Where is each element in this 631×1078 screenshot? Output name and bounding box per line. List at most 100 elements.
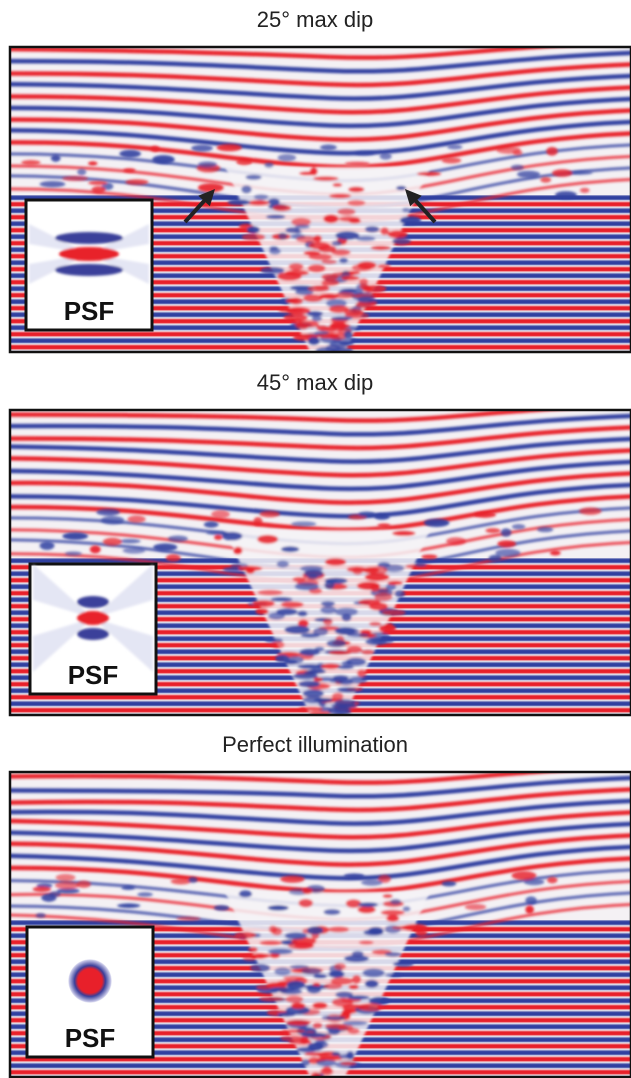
speckle [365,638,387,645]
speckle [269,246,278,250]
speckle [325,345,340,352]
speckle [332,998,354,1007]
speckle [337,687,357,692]
speckle [385,973,402,977]
speckle [299,706,323,710]
speckle [228,199,251,205]
speckle [547,877,557,884]
speckle [390,899,401,905]
speckle [332,241,343,247]
speckle [580,188,590,193]
speckle [328,926,349,932]
speckle [88,181,107,185]
speckle [335,292,355,299]
speckle [362,968,384,977]
speckle [239,890,252,897]
speckle [334,963,346,970]
speckle [370,583,380,592]
speckle [377,264,391,268]
speckle [303,250,320,255]
speckle [377,523,390,527]
speckle [288,942,314,950]
speckle [77,169,86,176]
speckle [211,510,230,518]
speckle [344,873,364,878]
speckle [304,1052,329,1056]
speckle [312,316,323,321]
speckle [257,590,282,596]
seismic-panel: PSF [5,41,631,355]
speckle [314,698,333,703]
speckle [341,276,360,281]
speckle [303,294,323,302]
speckle [40,541,55,550]
speckle [204,521,219,527]
speckle [352,975,361,984]
speckle [386,915,399,922]
speckle [348,187,364,193]
speckle [357,296,375,303]
speckle [307,311,323,316]
speckle [168,535,188,541]
speckle [385,952,402,957]
speckle [579,507,601,515]
speckle [392,238,411,245]
speckle [313,176,338,181]
speckle [511,165,524,171]
speckle [540,177,551,183]
psf-lobe [77,628,109,640]
speckle [177,917,201,921]
speckle [331,977,354,985]
speckle [415,563,427,567]
speckle [367,566,388,575]
speckle [355,151,375,156]
speckle [512,871,537,880]
speckle [321,601,335,607]
speckle [424,519,450,527]
speckle [314,646,324,651]
speckle [281,546,299,552]
speckle [153,543,177,551]
psf-lobe [77,611,109,625]
speckle [402,208,410,213]
speckle [331,249,351,256]
psf-inset: PSF [27,927,153,1057]
speckle [236,158,252,165]
speckle [359,278,368,285]
speckle [322,1066,332,1073]
speckle [321,663,341,669]
speckle [325,558,346,566]
speckle [550,550,561,555]
speckle [259,996,285,1001]
speckle [121,886,135,890]
speckle [525,896,536,904]
speckle [337,208,355,215]
speckle [382,894,392,898]
speckle [33,886,51,892]
speckle [278,154,296,161]
speckle [312,1002,327,1009]
speckle [403,906,411,911]
speckle [346,899,362,908]
speckle [36,913,46,918]
seismic-panel: PSF [5,766,631,1078]
speckle [374,593,392,602]
seismic-panel: PSF [5,404,631,716]
speckle [308,264,326,272]
speckle [371,246,391,251]
speckle [286,1020,312,1026]
speckle [295,224,310,229]
speckle [278,308,304,313]
speckle [358,1003,382,1011]
psf-blob [68,959,112,1003]
psf-lobe [55,232,123,244]
speckle [292,577,305,582]
speckle [281,1029,305,1033]
speckle [329,194,351,199]
speckle [465,904,486,910]
speckle [342,1021,368,1026]
speckle [278,1012,296,1017]
speckle [555,191,577,199]
speckle [272,205,291,212]
speckle [40,181,66,187]
